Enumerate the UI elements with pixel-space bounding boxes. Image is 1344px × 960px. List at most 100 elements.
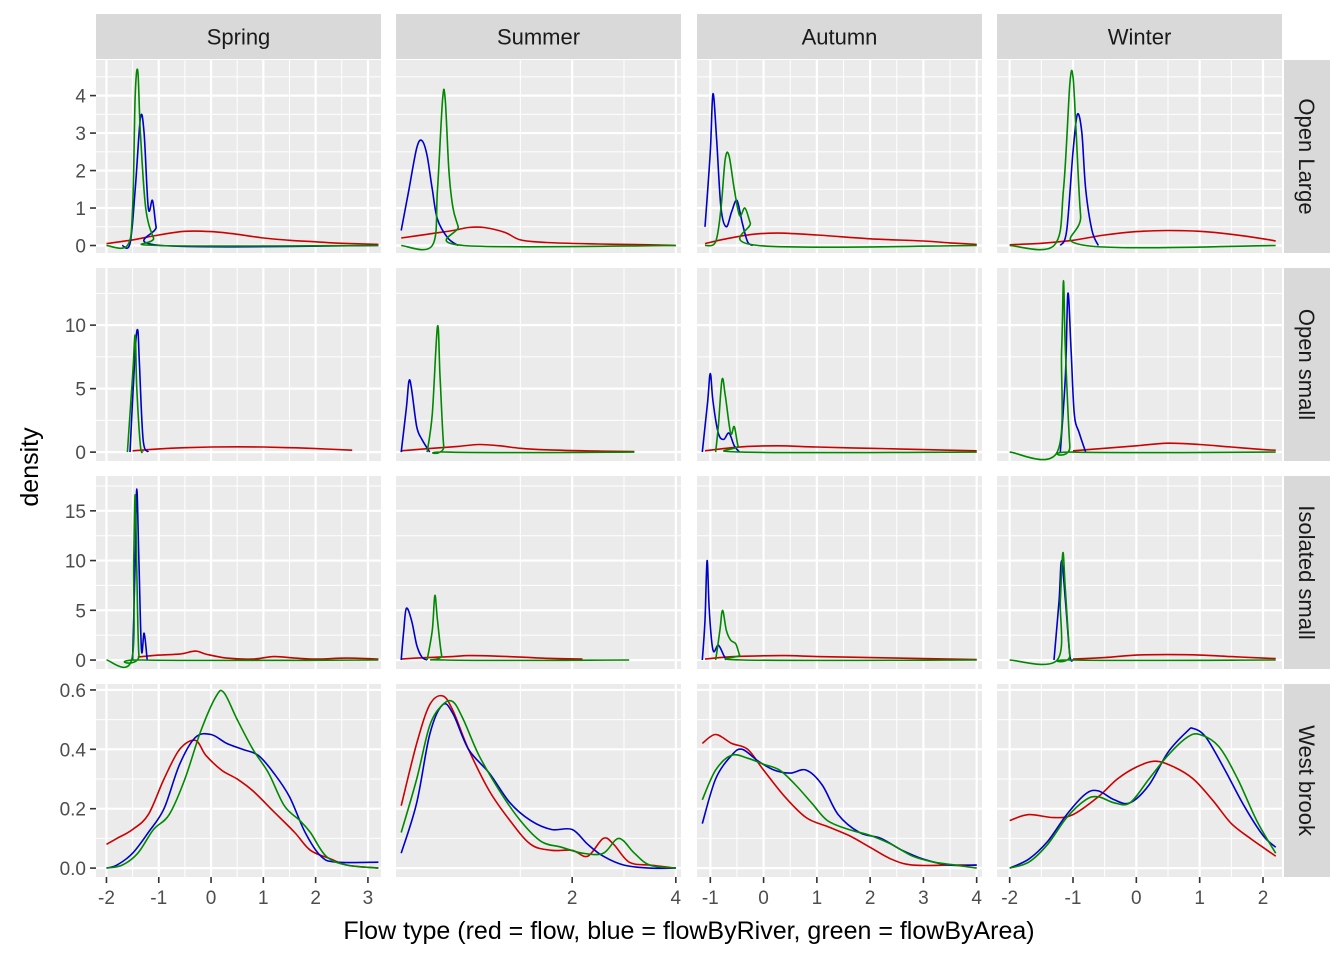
y-tick-label: 4 xyxy=(75,87,86,108)
x-tick-label: 0 xyxy=(206,888,217,909)
panels-layer xyxy=(96,60,1282,877)
column-strip-2: Autumn xyxy=(697,14,982,59)
flowByRiver-density-line xyxy=(1059,292,1087,453)
panel-background xyxy=(997,476,1282,669)
x-tick-label: 2 xyxy=(865,888,876,909)
flow-density-line xyxy=(1072,653,1276,660)
panel-curves-2-3 xyxy=(1009,551,1276,666)
flowByRiver-density-line xyxy=(400,139,459,247)
flow-density-line xyxy=(704,232,977,246)
panel-3-2 xyxy=(697,684,982,877)
flowByArea-density-line xyxy=(106,68,379,250)
flowByArea-density-line xyxy=(1009,69,1276,251)
panel-curves-3-3 xyxy=(1009,727,1277,869)
flowByRiver-density-line xyxy=(106,732,379,869)
panel-curves-0-3 xyxy=(1009,69,1276,251)
y-axis-3: 0.0 0.2 0.4 0.6 xyxy=(60,681,96,880)
x-tick-label: -2 xyxy=(98,888,115,909)
y-axis-2: 0 5 10 15 xyxy=(65,502,96,672)
panel-curves-3-0 xyxy=(106,689,379,869)
column-strip-3: Winter xyxy=(997,14,1282,59)
flow-density-line xyxy=(401,654,583,660)
panel-0-2 xyxy=(697,60,982,253)
row-strip-label: West brook xyxy=(1294,725,1319,837)
panel-curves-3-1 xyxy=(400,694,676,870)
flowByArea-density-line xyxy=(106,494,379,669)
flowByRiver-density-line xyxy=(131,488,148,661)
x-axis-title: Flow type (red = flow, blue = flowByRive… xyxy=(343,917,1034,945)
panel-0-3 xyxy=(997,60,1282,253)
strip-background xyxy=(396,14,681,59)
flowByRiver-density-line xyxy=(400,378,431,453)
flow-density-line xyxy=(400,694,676,869)
panel-background xyxy=(997,60,1282,253)
y-tick-label: 3 xyxy=(75,124,86,145)
x-tick-label: 2 xyxy=(1258,888,1269,909)
y-tick-label: 1 xyxy=(75,199,86,220)
flowByArea-density-line xyxy=(126,334,144,454)
x-tick-label: -1 xyxy=(1065,888,1082,909)
panel-curves-1-1 xyxy=(400,325,635,455)
panel-curves-1-0 xyxy=(126,328,353,454)
flowByRiver-density-line xyxy=(704,92,754,247)
column-strip-label: Winter xyxy=(1108,25,1172,50)
flowByArea-density-line xyxy=(704,151,977,248)
row-strip-1: Open small xyxy=(1284,268,1330,461)
y-tick-label: 0.6 xyxy=(60,681,86,702)
x-axis-3: -2 -1 0 1 2 xyxy=(1001,877,1268,909)
flowByArea-density-line xyxy=(426,325,635,455)
x-tick-label: 3 xyxy=(918,888,929,909)
x-axis-2: -1 0 1 2 3 4 xyxy=(702,877,982,909)
flow-density-line xyxy=(1009,760,1277,857)
panel-background xyxy=(997,268,1282,461)
panel-0-0 xyxy=(96,60,381,253)
strip-background xyxy=(997,14,1282,59)
panel-background xyxy=(96,268,381,461)
flowByArea-density-line xyxy=(701,753,977,869)
panel-background xyxy=(96,60,381,253)
flowByRiver-density-line xyxy=(400,702,676,870)
panel-2-2 xyxy=(697,476,982,669)
flow-density-line xyxy=(137,650,379,660)
panel-curves-0-2 xyxy=(704,92,977,248)
y-tick-label: 5 xyxy=(75,380,86,401)
x-tick-label: 1 xyxy=(258,888,269,909)
y-tick-label: 0 xyxy=(75,237,86,258)
x-tick-label: 2 xyxy=(567,888,578,909)
x-tick-label: 3 xyxy=(363,888,374,909)
y-tick-label: 0.0 xyxy=(60,859,86,880)
panel-1-1 xyxy=(396,268,681,461)
x-tick-label: -1 xyxy=(702,888,719,909)
row-strip-3: West brook xyxy=(1284,684,1330,877)
flow-density-line xyxy=(701,733,977,867)
flowByRiver-density-line xyxy=(1009,727,1277,869)
strip-background xyxy=(1284,60,1330,253)
flowByArea-density-line xyxy=(426,594,630,662)
y-axis-0: 0 1 2 3 4 xyxy=(75,87,96,258)
panel-curves-2-0 xyxy=(106,488,379,669)
flowByArea-density-line xyxy=(1009,279,1276,461)
flow-density-line xyxy=(106,230,379,246)
y-tick-label: 10 xyxy=(65,552,86,573)
flowByArea-density-line xyxy=(1009,733,1277,869)
x-tick-label: 0 xyxy=(758,888,769,909)
strip-background xyxy=(1284,268,1330,461)
column-strip-0: Spring xyxy=(96,14,381,59)
x-tick-label: 2 xyxy=(310,888,321,909)
panel-background xyxy=(396,684,681,877)
x-tick-label: 4 xyxy=(671,888,682,909)
y-tick-label: 5 xyxy=(75,601,86,622)
x-axis-0: -2 -1 0 1 2 3 xyxy=(98,877,373,909)
panel-curves-2-2 xyxy=(701,559,977,662)
flowByRiver-density-line xyxy=(1059,112,1100,246)
row-strip-label: Isolated small xyxy=(1294,505,1319,640)
panel-2-1 xyxy=(396,476,681,669)
flowByArea-density-line xyxy=(400,699,676,869)
x-tick-label: -1 xyxy=(150,888,167,909)
y-tick-label: 15 xyxy=(65,502,86,523)
strip-background xyxy=(1284,476,1330,669)
flow-density-line xyxy=(401,226,676,247)
